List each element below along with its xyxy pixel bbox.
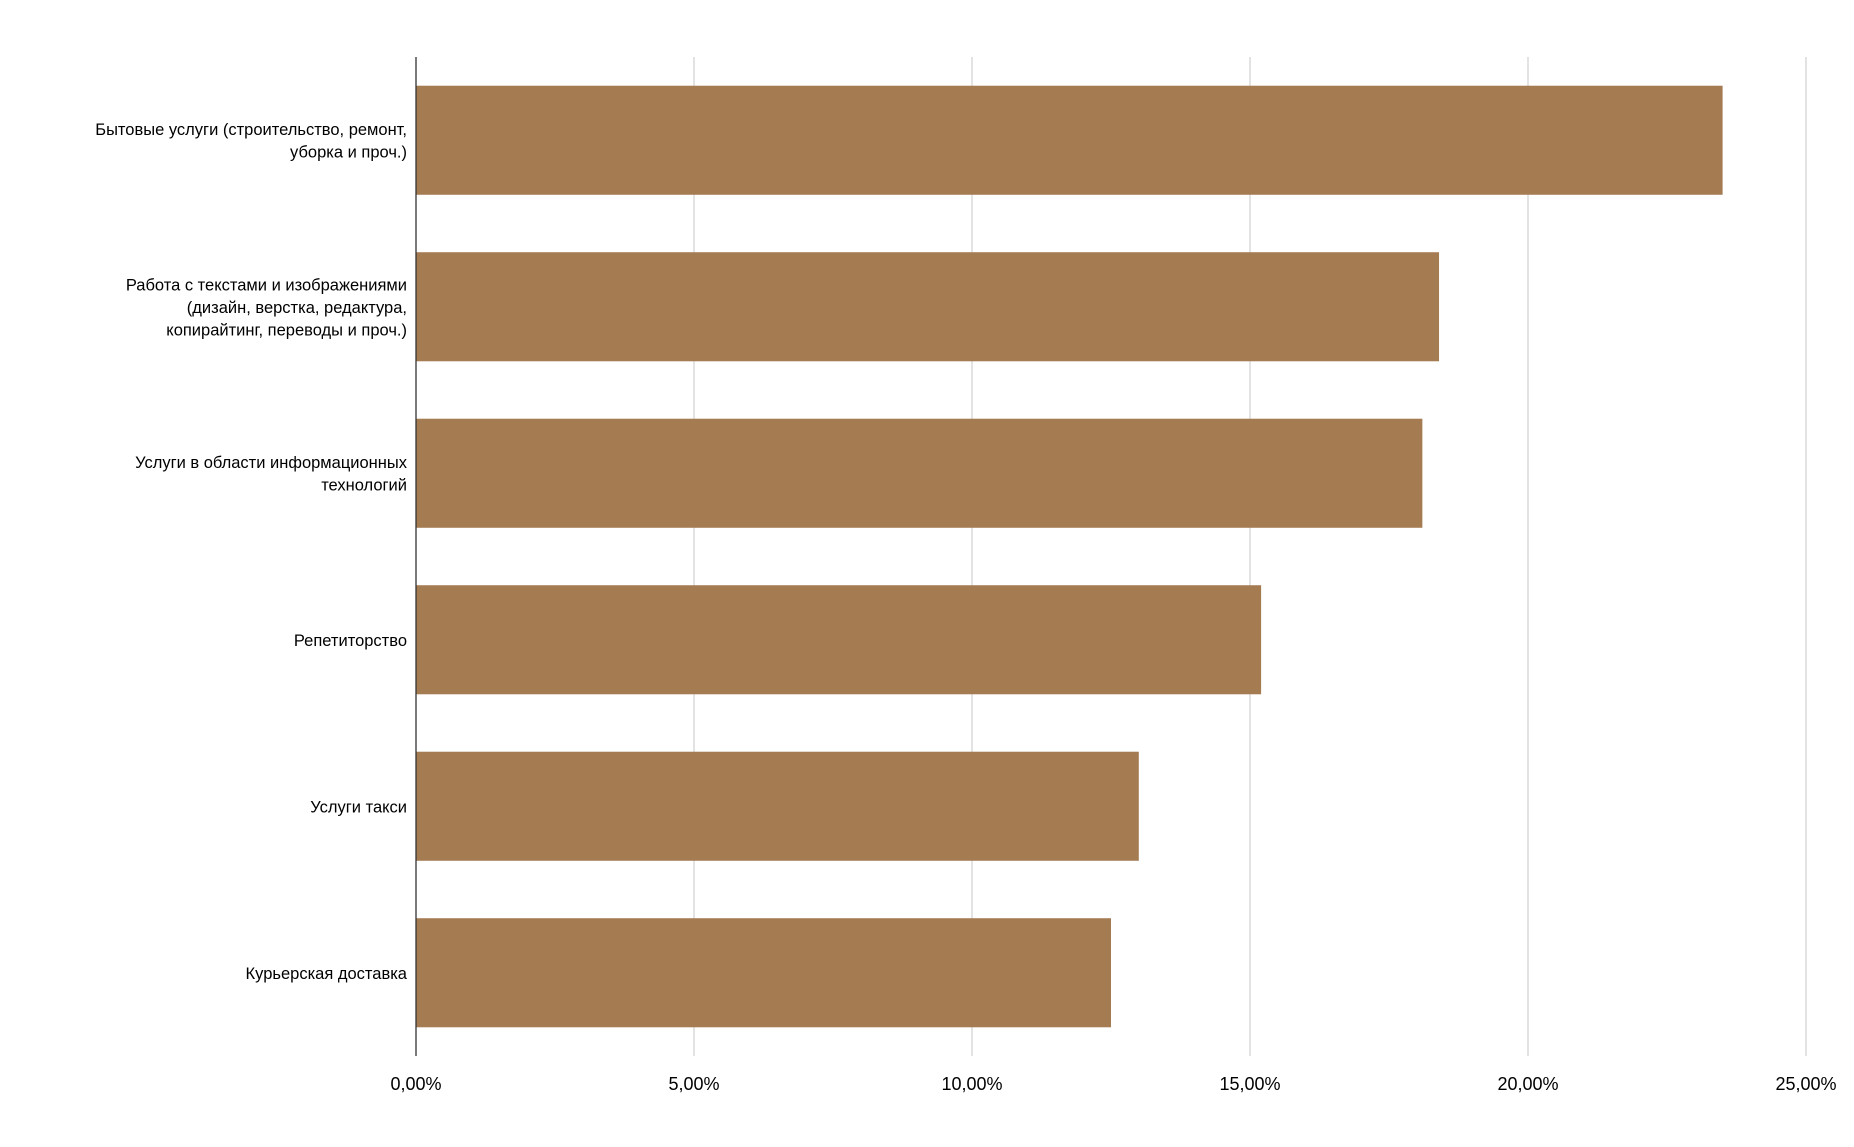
bar bbox=[416, 418, 1423, 528]
x-tick-labels: 0,00% 5,00% 10,00% 15,00% 20,00% 25,00% bbox=[390, 1074, 1836, 1094]
bar bbox=[416, 252, 1440, 362]
category-label: Услуги такси bbox=[310, 798, 407, 816]
x-tick-label: 0,00% bbox=[390, 1074, 441, 1094]
category-label: Бытовые услуги (строительство, ремонт, bbox=[95, 121, 407, 139]
category-label: уборка и проч.) bbox=[290, 144, 407, 162]
category-label: технологий bbox=[321, 477, 407, 495]
x-tick-label: 5,00% bbox=[668, 1074, 719, 1094]
bar bbox=[416, 585, 1262, 695]
category-label: Работа с текстами и изображениями bbox=[126, 276, 407, 294]
gridlines bbox=[693, 57, 1807, 1056]
bars bbox=[416, 85, 1723, 1028]
bar bbox=[416, 751, 1139, 861]
x-tick-label: 20,00% bbox=[1497, 1074, 1558, 1094]
category-labels: Бытовые услуги (строительство, ремонт, уб… bbox=[95, 121, 408, 983]
category-label: Репетиторство bbox=[294, 632, 407, 650]
category-label: (дизайн, верстка, редактура, bbox=[187, 299, 407, 317]
x-tick-label: 15,00% bbox=[1219, 1074, 1280, 1094]
category-label: Курьерская доставка bbox=[246, 965, 408, 983]
x-tick-label: 10,00% bbox=[941, 1074, 1002, 1094]
bar bbox=[416, 918, 1111, 1028]
category-label: копирайтинг, переводы и проч.) bbox=[166, 321, 407, 339]
x-tick-label: 25,00% bbox=[1775, 1074, 1836, 1094]
bar bbox=[416, 85, 1723, 195]
category-label: Услуги в области информационных bbox=[135, 454, 408, 472]
